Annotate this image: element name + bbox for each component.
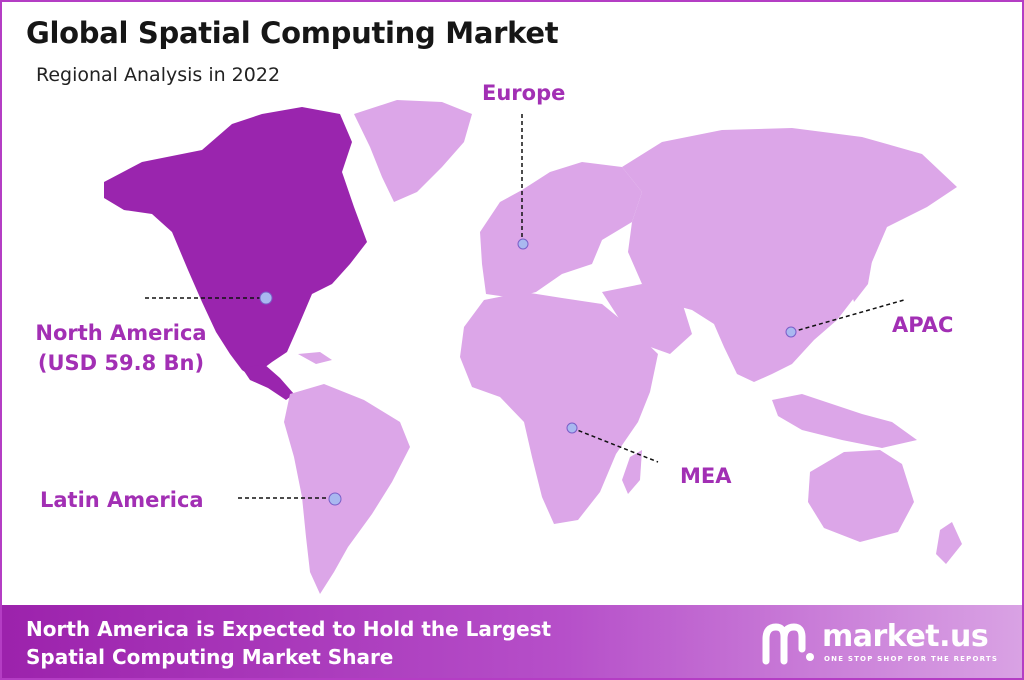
logo-name: market.us [822, 619, 989, 654]
north-america-name: North America [35, 321, 207, 345]
map-caribbean [298, 352, 332, 364]
latin-america-label: Latin America [40, 488, 204, 512]
mea-label: MEA [680, 464, 732, 488]
map-africa[interactable] [460, 292, 658, 524]
map-japan [850, 250, 874, 302]
map-central-america [242, 364, 294, 400]
footer-text: North America is Expected to Hold the La… [26, 615, 551, 671]
footer-line-2: Spatial Computing Market Share [26, 645, 394, 669]
map-australia [808, 450, 914, 542]
world-map [104, 100, 962, 594]
north-america-label: North America (USD 59.8 Bn) [26, 318, 216, 378]
europe-marker[interactable] [517, 238, 529, 250]
footer-line-1: North America is Expected to Hold the La… [26, 617, 552, 641]
north-america-marker[interactable] [259, 291, 273, 305]
map-europe[interactable] [480, 162, 642, 298]
map-new-zealand [936, 522, 962, 564]
apac-label: APAC [892, 313, 954, 337]
footer-banner: North America is Expected to Hold the La… [2, 605, 1022, 678]
market-us-logo-icon [762, 623, 814, 665]
mea-leader-line [571, 427, 659, 463]
mea-marker[interactable] [566, 422, 578, 434]
logo-tagline: ONE STOP SHOP FOR THE REPORTS [824, 655, 999, 663]
map-asia[interactable] [622, 128, 957, 382]
latin-america-marker[interactable] [328, 492, 342, 506]
map-greenland [354, 100, 472, 202]
map-southeast-asia [772, 394, 917, 448]
map-south-america[interactable] [284, 384, 410, 594]
map-madagascar [622, 450, 642, 494]
market-us-logo[interactable]: market.us ONE STOP SHOP FOR THE REPORTS [762, 619, 1002, 667]
apac-marker[interactable] [785, 326, 797, 338]
page-title: Global Spatial Computing Market [26, 16, 559, 50]
europe-label: Europe [482, 81, 566, 105]
north-america-value: (USD 59.8 Bn) [37, 351, 205, 375]
map-north-america[interactable] [104, 107, 367, 377]
apac-leader-line [791, 299, 905, 333]
page-subtitle: Regional Analysis in 2022 [36, 64, 281, 86]
